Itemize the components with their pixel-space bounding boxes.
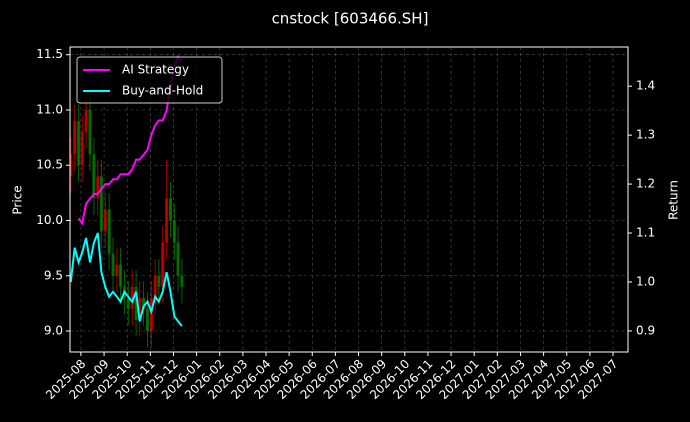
y2-tick-label: 1.0 bbox=[636, 274, 655, 288]
candle-body bbox=[161, 242, 165, 287]
legend-label: AI Strategy bbox=[122, 63, 189, 77]
candle-body bbox=[145, 308, 149, 332]
y-tick-label: 9.0 bbox=[44, 324, 63, 338]
chart-title: cnstock [603466.SH] bbox=[272, 10, 429, 28]
candle-body bbox=[165, 198, 169, 243]
legend-label: Buy-and-Hold bbox=[122, 84, 203, 98]
candle-body bbox=[92, 154, 96, 199]
candle-body bbox=[134, 286, 138, 320]
candle-body bbox=[111, 253, 115, 276]
candle-body bbox=[80, 132, 84, 166]
y-axis-label: Price bbox=[11, 185, 25, 214]
candle-body bbox=[115, 264, 119, 276]
candle-body bbox=[84, 109, 88, 133]
candle-body bbox=[69, 154, 73, 177]
y-tick-label: 10.0 bbox=[36, 213, 63, 227]
legend: AI Strategy Buy-and-Hold bbox=[76, 56, 223, 104]
plot-frame bbox=[69, 46, 629, 353]
y-tick-label: 11.0 bbox=[36, 102, 63, 116]
y-tick-label: 10.5 bbox=[36, 158, 63, 172]
candle-body bbox=[107, 209, 111, 254]
y2-tick-label: 1.2 bbox=[636, 177, 655, 191]
candle-body bbox=[149, 297, 153, 332]
candle-body bbox=[180, 275, 184, 287]
y-tick-label: 11.5 bbox=[36, 47, 63, 61]
candle-body bbox=[157, 275, 161, 287]
y2-axis-label: Return bbox=[667, 180, 681, 220]
candle-body bbox=[103, 209, 107, 232]
candle-body bbox=[153, 275, 157, 298]
candle-body bbox=[130, 286, 134, 309]
y2-tick-label: 1.4 bbox=[636, 79, 655, 93]
candle-body bbox=[126, 297, 130, 309]
candle-body bbox=[168, 198, 172, 221]
candle-body bbox=[77, 121, 81, 166]
legend-box bbox=[76, 56, 223, 104]
candle-body bbox=[176, 242, 180, 276]
y-tick-label: 9.5 bbox=[44, 268, 63, 282]
y2-tick-label: 0.9 bbox=[636, 323, 655, 337]
candle-body bbox=[88, 109, 92, 155]
y2-tick-label: 1.1 bbox=[636, 226, 655, 240]
candle-body bbox=[119, 264, 123, 287]
candle-body bbox=[73, 121, 77, 155]
line-series bbox=[77, 54, 183, 226]
candle-body bbox=[96, 176, 100, 199]
candle-body bbox=[99, 176, 103, 232]
candle-body bbox=[172, 220, 176, 243]
candle-body bbox=[138, 297, 142, 320]
y2-tick-label: 1.3 bbox=[636, 128, 655, 142]
candle-body bbox=[142, 297, 146, 309]
line-series bbox=[69, 232, 183, 327]
